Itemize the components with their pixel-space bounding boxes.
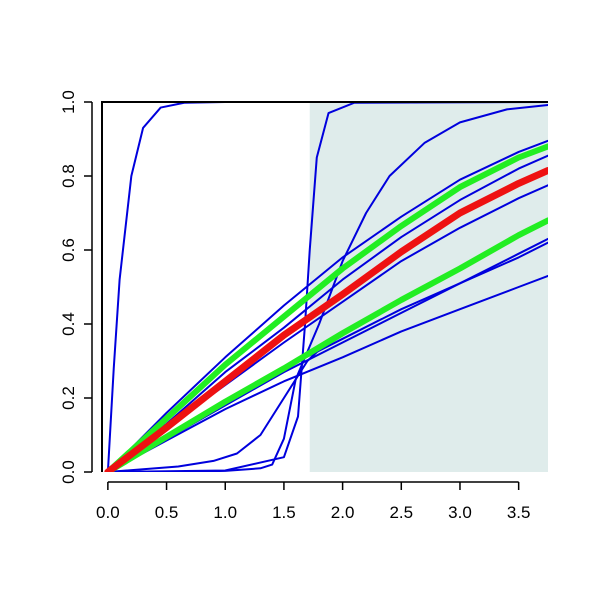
series-line-3 <box>106 103 548 472</box>
y-tick-label: 0.4 <box>59 312 78 336</box>
x-axis: 0.0 0.5 1.0 1.5 2.0 2.5 3.0 3.5 <box>96 481 531 522</box>
y-tick-label: 0.8 <box>59 164 78 188</box>
x-tick-label: 0.5 <box>155 503 179 522</box>
x-tick-label: 0.0 <box>96 503 120 522</box>
y-tick-label: 0.2 <box>59 386 78 410</box>
x-tick-label: 3.0 <box>448 503 472 522</box>
y-axis: 0.0 0.2 0.4 0.6 0.8 1.0 <box>59 90 93 484</box>
series-line-4 <box>106 348 321 472</box>
series-line-5 <box>106 139 548 472</box>
x-tick-label: 3.5 <box>507 503 531 522</box>
series-line-12 <box>104 217 548 472</box>
y-tick-label: 0.6 <box>59 238 78 262</box>
y-tick-label: 0.0 <box>59 460 78 484</box>
series-line-6 <box>106 154 548 472</box>
series-line-11 <box>104 143 548 472</box>
x-tick-label: 1.5 <box>272 503 296 522</box>
x-tick-label: 1.0 <box>213 503 237 522</box>
series-line-10 <box>106 274 548 472</box>
series-line-13 <box>104 166 548 472</box>
y-tick-label: 1.0 <box>59 90 78 114</box>
x-tick-label: 2.0 <box>331 503 355 522</box>
plot-frame <box>101 101 548 472</box>
x-tick-label: 2.5 <box>389 503 413 522</box>
series-layer <box>104 102 548 472</box>
